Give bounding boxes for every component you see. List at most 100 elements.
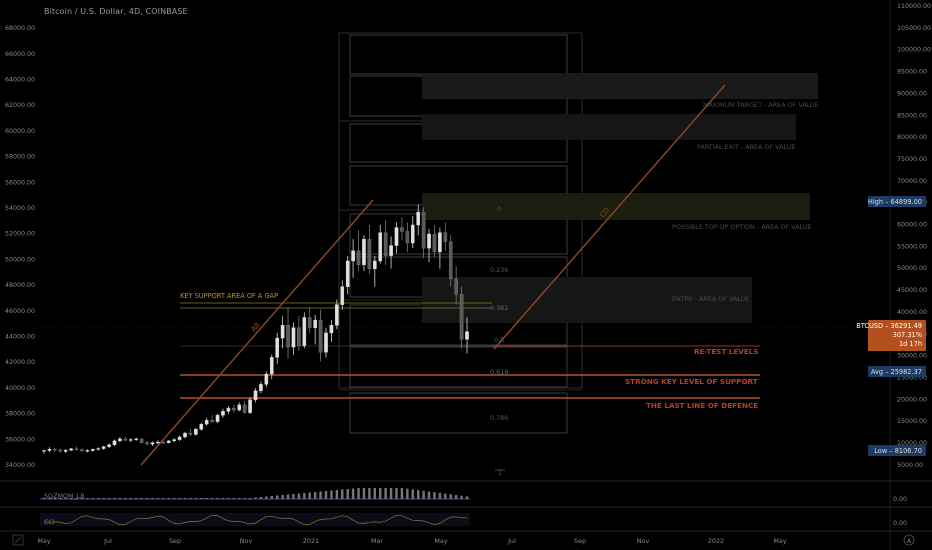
y-right-tick: 25000.00	[897, 374, 927, 381]
indicator-bar	[145, 498, 149, 499]
candle-body	[362, 238, 366, 266]
y-left-tick: 60000.00	[5, 128, 35, 135]
settings-icon	[12, 534, 24, 546]
indicator-bar	[406, 488, 409, 499]
candle	[318, 309, 323, 362]
indicator-bar	[259, 497, 263, 499]
candle	[438, 227, 442, 269]
candle-body	[459, 294, 464, 340]
candle	[58, 448, 63, 453]
indicator-bar	[167, 498, 170, 499]
label-maximum-target: MAXIMUM TARGET - AREA OF VALUE	[703, 101, 819, 109]
candle-body	[367, 238, 372, 269]
candle	[91, 448, 95, 452]
candle	[443, 222, 448, 251]
candle	[183, 431, 187, 439]
y-right-tick: 40000.00	[897, 309, 927, 316]
x-tick: Jul	[103, 537, 112, 545]
candle	[47, 447, 52, 453]
candle-body	[194, 429, 198, 435]
candle-body	[394, 227, 399, 246]
candle-body	[188, 432, 193, 435]
y-right-tick: 110000.00	[897, 3, 931, 10]
candle	[367, 224, 372, 274]
candle-body	[215, 414, 220, 422]
x-tick: Mar	[371, 537, 383, 545]
y-left-tick: 52000.00	[5, 231, 35, 238]
y-right-tick: 70000.00	[897, 178, 927, 185]
fib-label: 0.5	[494, 336, 504, 344]
candle	[194, 428, 198, 436]
indicator-bar	[59, 498, 62, 499]
y-left-tick: 68000.00	[5, 25, 35, 32]
x-tick: 2022	[708, 537, 724, 545]
y-left-tick: 40000.00	[5, 385, 35, 392]
candle-body	[302, 317, 307, 346]
candle-body	[53, 449, 57, 451]
indicator-bar	[351, 488, 355, 499]
candle	[85, 449, 90, 453]
candle	[400, 217, 404, 241]
candle-body	[156, 441, 160, 444]
settings-button[interactable]	[12, 534, 24, 546]
fib-label: 0	[497, 205, 501, 213]
fib-box	[349, 346, 568, 388]
settings-icon-slash	[14, 536, 22, 544]
zone-maximum-target	[422, 73, 818, 99]
candle-body	[91, 449, 95, 451]
candle-body	[118, 438, 122, 442]
candle-body	[373, 260, 377, 269]
candle-body	[112, 440, 117, 445]
label-strong-support: STRONG KEY LEVEL OF SUPPORT	[625, 377, 758, 386]
indicator-bar	[427, 491, 431, 499]
candle-body	[389, 245, 393, 257]
candle-body	[340, 286, 345, 305]
candle	[150, 441, 155, 447]
candle	[286, 307, 290, 359]
x-tick: May	[434, 537, 447, 545]
label-partial-exit: PARTIAL EXIT - AREA OF VALUE	[697, 143, 795, 151]
indicator-bar	[422, 490, 425, 499]
indicator-bar	[454, 495, 458, 499]
candle-body	[438, 232, 442, 253]
y-right-tick: 80000.00	[897, 134, 927, 141]
current-price-tag-text: BTCUSD – 36291.49	[856, 322, 922, 330]
candle	[410, 215, 415, 249]
candle	[237, 402, 242, 412]
y-right-tick: 75000.00	[897, 156, 927, 163]
candle	[53, 447, 57, 452]
candle	[101, 446, 106, 450]
cci-line	[43, 514, 467, 526]
y-left-tick: 46000.00	[5, 308, 35, 315]
candle	[107, 443, 111, 448]
indicator-bar	[129, 498, 132, 499]
candle-body	[465, 331, 469, 340]
label-top-up: POSSIBLE TOP-UP OPTION - AREA OF VALUE	[672, 223, 812, 231]
auto-icon-text: A	[907, 538, 912, 545]
scale-auto-button[interactable]: A	[903, 534, 915, 546]
fib-label: 0.786	[490, 414, 508, 422]
indicator-bar	[275, 495, 279, 499]
candle-body	[297, 327, 301, 346]
candle	[448, 235, 453, 287]
candle	[356, 230, 361, 272]
y-right-tick: 10000.00	[897, 440, 927, 447]
candle-body	[275, 337, 279, 358]
current-price-tag-text: 1d 17h	[899, 340, 922, 348]
indicator-bar	[308, 492, 311, 499]
candle	[166, 440, 171, 444]
indicator-bar	[118, 498, 122, 499]
avg-tag: Avg – 25982.37	[868, 366, 926, 377]
candle	[269, 354, 274, 380]
indicator-bar	[69, 498, 73, 499]
y-left-tick: 66000.00	[5, 51, 35, 58]
y-left-tick: 50000.00	[5, 256, 35, 263]
candle-body	[150, 442, 155, 445]
y-left-tick: 64000.00	[5, 77, 35, 84]
candle	[221, 408, 225, 418]
candle-body	[183, 432, 187, 438]
y-right-tick: 100000.00	[897, 47, 931, 54]
candle	[69, 447, 73, 452]
